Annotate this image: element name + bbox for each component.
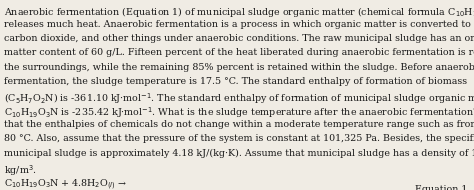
Text: the surroundings, while the remaining 85% percent is retained within the sludge.: the surroundings, while the remaining 85…: [4, 63, 474, 72]
Text: (C$_5$H$_7$O$_2$N) is -361.10 kJ·mol$^{-1}$. The standard enthalpy of formation : (C$_5$H$_7$O$_2$N) is -361.10 kJ·mol$^{-…: [4, 91, 474, 106]
Text: that the enthalpies of chemicals do not change within a moderate temperature ran: that the enthalpies of chemicals do not …: [4, 120, 474, 129]
Text: Anaerobic fermentation (Equation 1) of municipal sludge organic matter (chemical: Anaerobic fermentation (Equation 1) of m…: [4, 5, 474, 19]
Text: municipal sludge is approximately 4.18 kJ/(kg·K). Assume that municipal sludge h: municipal sludge is approximately 4.18 k…: [4, 149, 474, 158]
Text: fermentation, the sludge temperature is 17.5 °C. The standard enthalpy of format: fermentation, the sludge temperature is …: [4, 77, 467, 86]
Text: 80 °C. Also, assume that the pressure of the system is constant at 101,325 Pa. B: 80 °C. Also, assume that the pressure of…: [4, 135, 474, 143]
Text: C$_{10}$H$_{19}$O$_3$N + 4.8H$_2$O$_{(l)}$ →: C$_{10}$H$_{19}$O$_3$N + 4.8H$_2$O$_{(l)…: [4, 177, 127, 190]
Text: releases much heat. Anaerobic fermentation is a process in which organic matter : releases much heat. Anaerobic fermentati…: [4, 20, 474, 29]
Text: matter content of 60 g/L. Fifteen percent of the heat liberated during anaerobic: matter content of 60 g/L. Fifteen percen…: [4, 48, 474, 57]
Text: C$_{10}$H$_{19}$O$_3$N is -235.42 kJ·mol$^{-1}$. What is the sludge temperature : C$_{10}$H$_{19}$O$_3$N is -235.42 kJ·mol…: [4, 106, 474, 120]
Text: Equation 1: Equation 1: [415, 185, 467, 190]
Text: kg/m$^3$.: kg/m$^3$.: [4, 163, 36, 178]
Text: carbon dioxide, and other things under anaerobic conditions. The raw municipal s: carbon dioxide, and other things under a…: [4, 34, 474, 43]
